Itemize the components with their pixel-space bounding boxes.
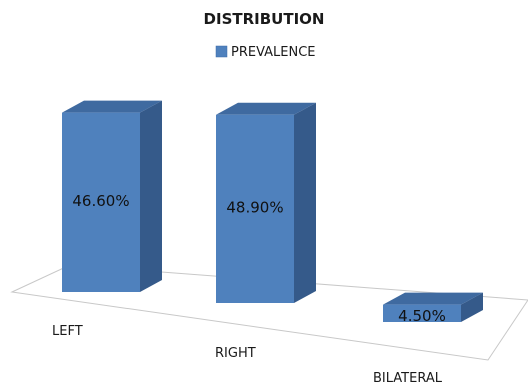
bar-top-bilateral	[383, 292, 483, 305]
chart-title: DISTRIBUTION	[204, 10, 325, 28]
bar-top-left	[62, 100, 162, 113]
category-labels: LEFT RIGHT BILATERAL	[52, 324, 443, 385]
category-label-left: LEFT	[52, 324, 83, 339]
bar-right: 48.90%	[216, 102, 316, 303]
data-label-right: 48.90%	[226, 199, 283, 217]
bar-top-right	[216, 102, 316, 115]
chart-floor	[10, 264, 528, 361]
legend-swatch	[215, 45, 228, 58]
bar-front-left	[62, 112, 140, 292]
bar-side-left	[140, 100, 162, 292]
bars: 46.60% 48.90% 4.50%	[62, 100, 483, 325]
bar-front-right	[216, 114, 294, 303]
bar-bilateral: 4.50%	[383, 292, 483, 325]
bar-side-right	[294, 102, 316, 303]
bar-front-bilateral	[383, 304, 461, 322]
legend-label: PREVALENCE	[231, 45, 316, 60]
category-label-right: RIGHT	[215, 346, 256, 361]
bar-side-bilateral	[461, 292, 483, 322]
category-label-bilateral: BILATERAL	[373, 371, 443, 385]
bar-left: 46.60%	[62, 100, 162, 292]
legend: PREVALENCE	[215, 45, 316, 60]
data-label-left: 46.60%	[72, 192, 129, 210]
data-label-bilateral: 4.50%	[398, 307, 446, 325]
